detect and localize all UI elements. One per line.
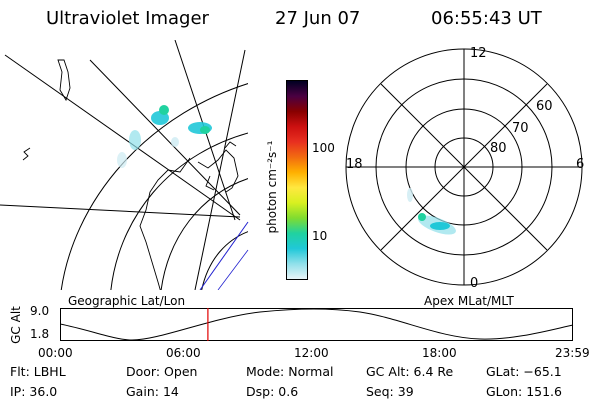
- aurora-emission-polar: [407, 188, 456, 235]
- x-tick-0000: 00:00: [38, 346, 73, 360]
- x-tick-0600: 06:00: [166, 346, 201, 360]
- x-tick-1200: 12:00: [294, 346, 329, 360]
- gc-alt-tick-max: 9.0: [30, 304, 50, 318]
- aurora-emission-geo: [117, 105, 212, 168]
- header-time: 06:55:43 UT: [431, 8, 542, 29]
- mlt-label-12: 12: [470, 46, 487, 61]
- info-mode: Mode: Normal: [246, 364, 334, 379]
- colorbar: [286, 80, 308, 280]
- mlt-label-0: 0: [470, 276, 479, 291]
- app-title: Ultraviolet Imager: [46, 8, 209, 29]
- timeline-frame: [60, 308, 573, 341]
- x-tick-1800: 18:00: [422, 346, 457, 360]
- mlat-label-80: 80: [490, 141, 507, 156]
- info-gain: Gain: 14: [126, 384, 179, 399]
- info-gc-alt: GC Alt: 6.4 Re: [366, 364, 454, 379]
- info-glon: GLon: 151.6: [486, 384, 562, 399]
- info-flt: Flt: LBHL: [10, 364, 66, 379]
- colorbar-tick-100: 100: [312, 141, 335, 155]
- info-dsp: Dsp: 0.6: [246, 384, 299, 399]
- info-seq: Seq: 39: [366, 384, 414, 399]
- header-date: 27 Jun 07: [275, 8, 361, 29]
- mlat-label-70: 70: [512, 121, 529, 136]
- info-door: Door: Open: [126, 364, 198, 379]
- mlat-label-60: 60: [536, 99, 553, 114]
- colorbar-tick-10: 10: [312, 229, 328, 243]
- orbit-timeline: [60, 308, 574, 341]
- info-ip: IP: 36.0: [10, 384, 58, 399]
- altitude-curve: [60, 308, 574, 341]
- apex-panel-title: Apex MLat/MLT: [424, 294, 514, 308]
- mlt-label-18: 18: [346, 157, 363, 172]
- geographic-map: [0, 40, 249, 290]
- colorbar-unit-label: photon cm⁻²s⁻¹: [265, 140, 279, 234]
- polar-plot: [345, 48, 583, 286]
- gc-alt-tick-min: 1.8: [30, 327, 50, 341]
- info-glat: GLat: −65.1: [486, 364, 562, 379]
- gc-alt-axis-label: GC Alt: [9, 306, 23, 344]
- x-tick-2359: 23:59: [555, 346, 590, 360]
- geo-panel-title: Geographic Lat/Lon: [68, 294, 186, 308]
- mlt-label-6: 6: [576, 157, 585, 172]
